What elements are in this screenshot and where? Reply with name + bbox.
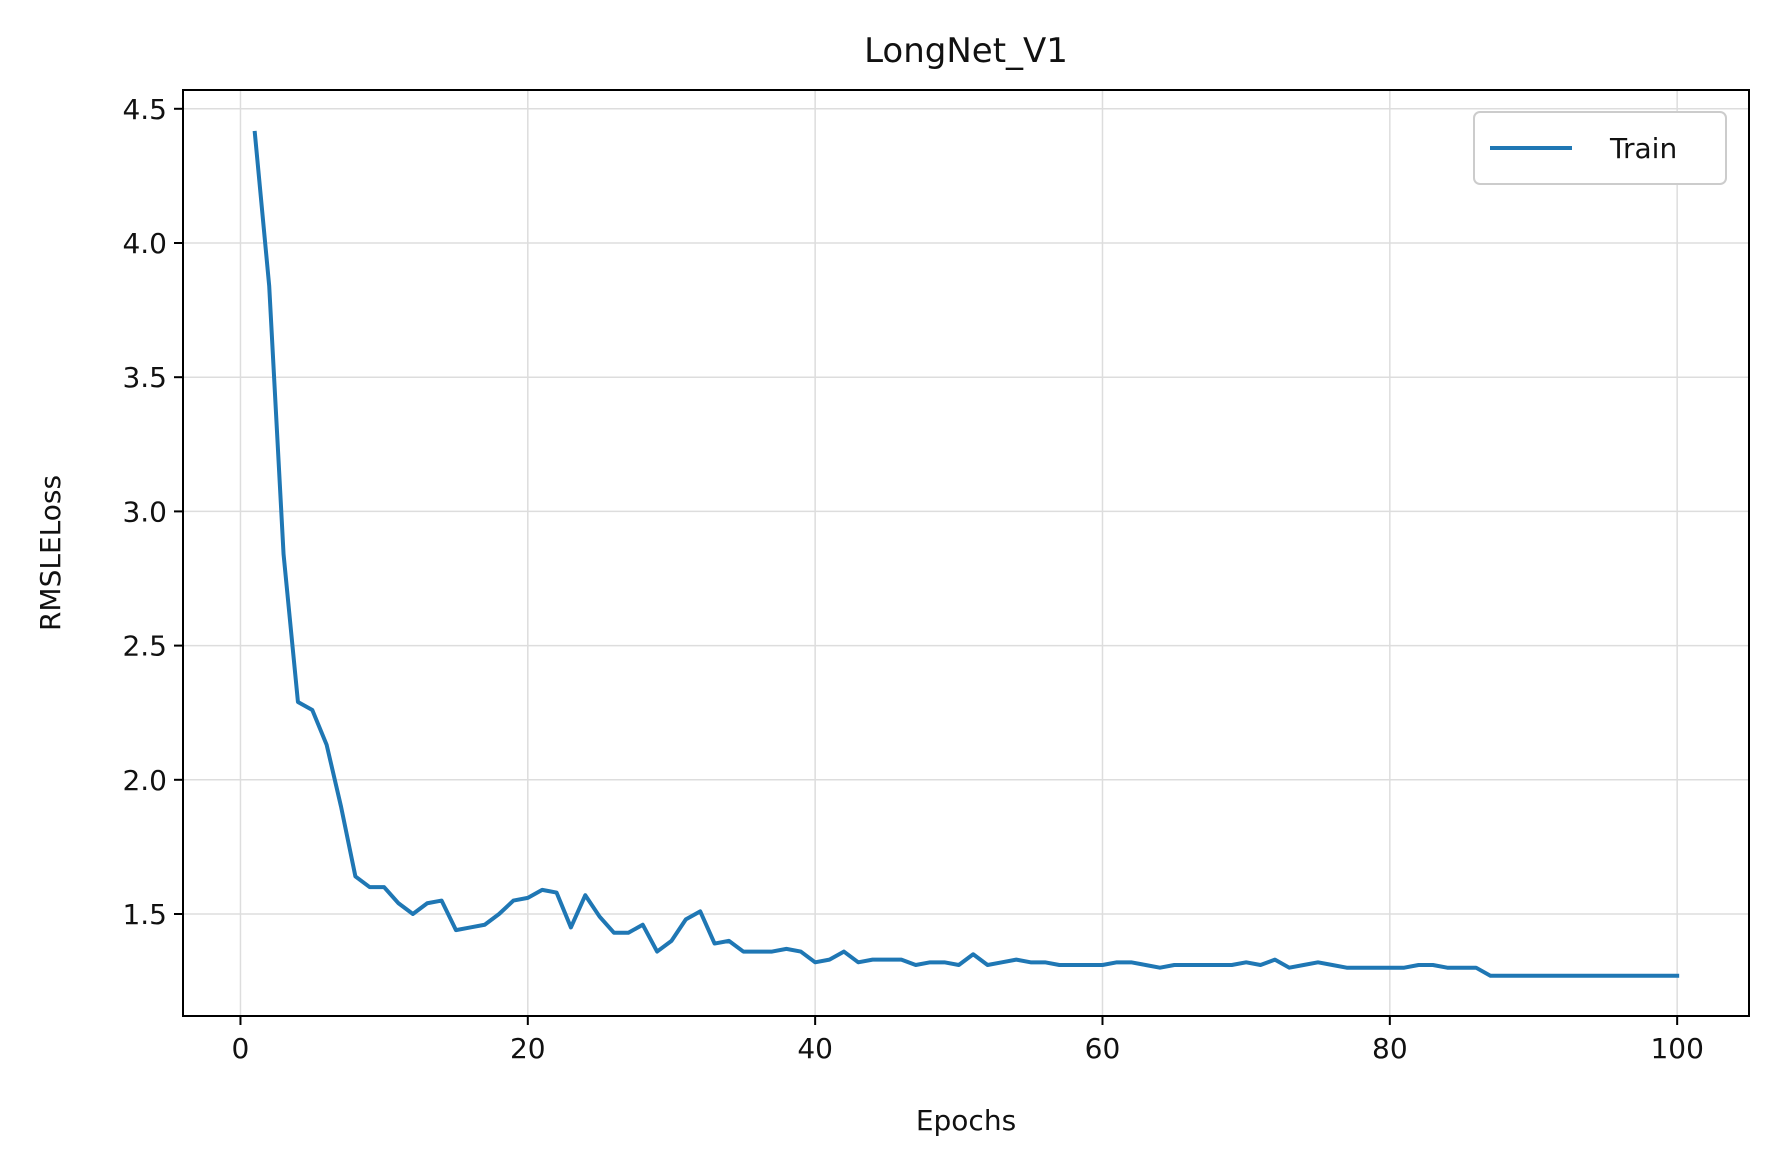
y-axis-title: RMSLELoss [34,475,67,631]
x-tick-label: 0 [232,1032,250,1065]
chart-title: LongNet_V1 [864,31,1068,71]
y-tick-label: 2.5 [122,630,167,663]
y-tick-label: 3.0 [122,495,167,528]
grid-lines [183,90,1749,1016]
y-tick-label: 1.5 [122,898,167,931]
series-layer [252,130,1680,978]
y-tick-label: 2.0 [122,764,167,797]
x-tick-label: 60 [1085,1032,1121,1065]
x-tick-label: 40 [797,1032,833,1065]
y-tick-label: 4.0 [122,227,167,260]
legend: Train [1473,111,1727,185]
x-axis-title: Epochs [916,1104,1016,1137]
series-line-train [252,130,1680,978]
x-tick-label: 20 [510,1032,546,1065]
x-tick-label: 80 [1372,1032,1408,1065]
y-tick-label: 4.5 [122,93,167,126]
x-tick-label: 100 [1650,1032,1703,1065]
legend-box [1473,111,1727,185]
axis-ticks: 0 20 40 60 80 100 1.5 2.0 2.5 3.0 3.5 4.0 4.5 [122,93,1703,1065]
y-tick-label: 3.5 [122,361,167,394]
legend-label-train: Train [1609,132,1677,165]
plot-frame [182,89,1750,1017]
